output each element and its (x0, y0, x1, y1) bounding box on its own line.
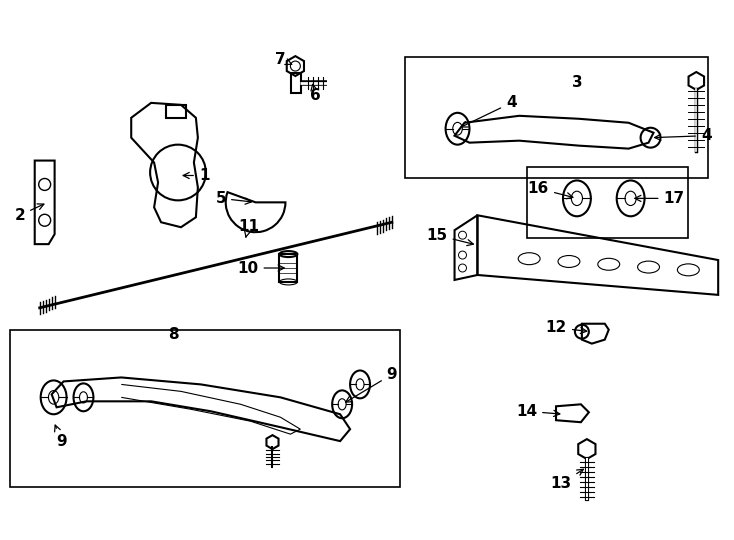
Text: 13: 13 (550, 469, 584, 491)
Text: 9: 9 (54, 425, 67, 449)
Text: 15: 15 (426, 228, 473, 246)
Text: 2: 2 (15, 204, 44, 223)
Bar (405, 57, 708, 179)
Text: 3: 3 (572, 76, 582, 91)
Text: 5: 5 (216, 191, 252, 206)
Text: 8: 8 (167, 327, 178, 342)
Text: 10: 10 (237, 260, 284, 275)
Text: 4: 4 (461, 96, 517, 127)
Text: 16: 16 (528, 181, 573, 199)
Text: 14: 14 (516, 404, 560, 418)
Text: 6: 6 (310, 84, 321, 103)
Text: 12: 12 (545, 320, 586, 335)
Bar (527, 166, 688, 238)
Text: 17: 17 (635, 191, 685, 206)
Text: 4: 4 (655, 128, 711, 143)
Text: 1: 1 (184, 168, 209, 183)
Bar (10, 330, 400, 487)
Text: 9: 9 (346, 367, 397, 402)
Text: 11: 11 (238, 219, 259, 237)
Text: 7: 7 (275, 52, 291, 66)
